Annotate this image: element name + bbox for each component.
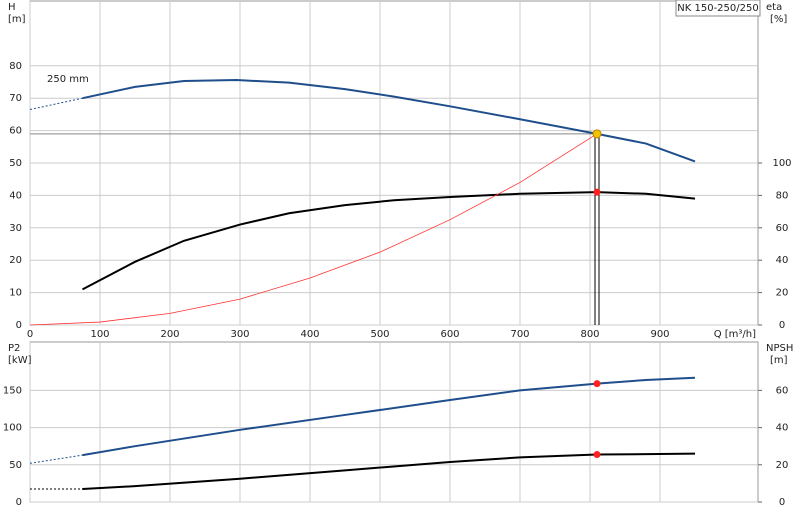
curve: [29, 97, 83, 111]
x-tick-label: 100: [90, 329, 109, 340]
y2-tick-label: 0: [779, 497, 785, 508]
y2-tick-label: 60: [776, 385, 789, 396]
y-tick-label: 50: [9, 158, 22, 169]
y-tick-label: 150: [3, 385, 22, 396]
y-tick-label: 100: [3, 423, 22, 434]
duty-point: [593, 188, 601, 196]
x-tick-label: 400: [300, 329, 319, 340]
curve: [82, 191, 696, 291]
y-tick-label: 10: [9, 288, 22, 299]
y-tick-label: 30: [9, 223, 22, 234]
curve: [29, 454, 83, 464]
duty-point: [593, 380, 601, 388]
y2-label: NPSH: [766, 343, 793, 354]
y-label: H: [8, 2, 16, 13]
y2-tick-label: 100: [772, 158, 791, 169]
y2-unit: [m]: [770, 355, 788, 366]
curve: [29, 133, 598, 326]
x-tick-label: 700: [510, 329, 529, 340]
y-tick-label: 60: [9, 126, 22, 137]
x-tick-label: 800: [580, 329, 599, 340]
y2-tick-label: 20: [776, 460, 789, 471]
y-label: P2: [8, 343, 20, 354]
curve: [82, 79, 696, 163]
plot-area: [29, 341, 759, 503]
x-tick-label: 900: [650, 329, 669, 340]
y-tick-label: 0: [16, 320, 22, 331]
y2-tick-label: 0: [779, 320, 785, 331]
y2-tick-label: 40: [776, 255, 789, 266]
y-unit: [kW]: [8, 355, 32, 366]
x-label: Q [m³/h]: [714, 329, 756, 340]
curve-annotation: 250 mm: [47, 74, 89, 85]
y2-unit: [%]: [770, 14, 787, 25]
x-tick-label: 500: [370, 329, 389, 340]
y-unit: [m]: [8, 14, 26, 25]
y-tick-label: 40: [9, 190, 22, 201]
x-tick-label: 300: [230, 329, 249, 340]
y-tick-label: 80: [9, 61, 22, 72]
y-tick-label: 0: [16, 497, 22, 508]
y-tick-label: 70: [9, 93, 22, 104]
y2-tick-label: 80: [776, 190, 789, 201]
duty-point: [593, 451, 601, 459]
curve: [82, 452, 696, 490]
y-tick-label: 50: [9, 460, 22, 471]
curve: [82, 376, 696, 457]
x-tick-label: 0: [27, 329, 33, 340]
y2-tick-label: 40: [776, 423, 789, 434]
x-tick-label: 600: [440, 329, 459, 340]
y2-label: eta: [766, 2, 782, 13]
chart-title: NK 150-250/250: [677, 3, 758, 14]
title-box: [675, 0, 761, 17]
y2-tick-label: 20: [776, 288, 789, 299]
y2-tick-label: 60: [776, 223, 789, 234]
x-tick-label: 200: [160, 329, 179, 340]
operating-point: [592, 129, 602, 139]
y-tick-label: 20: [9, 255, 22, 266]
